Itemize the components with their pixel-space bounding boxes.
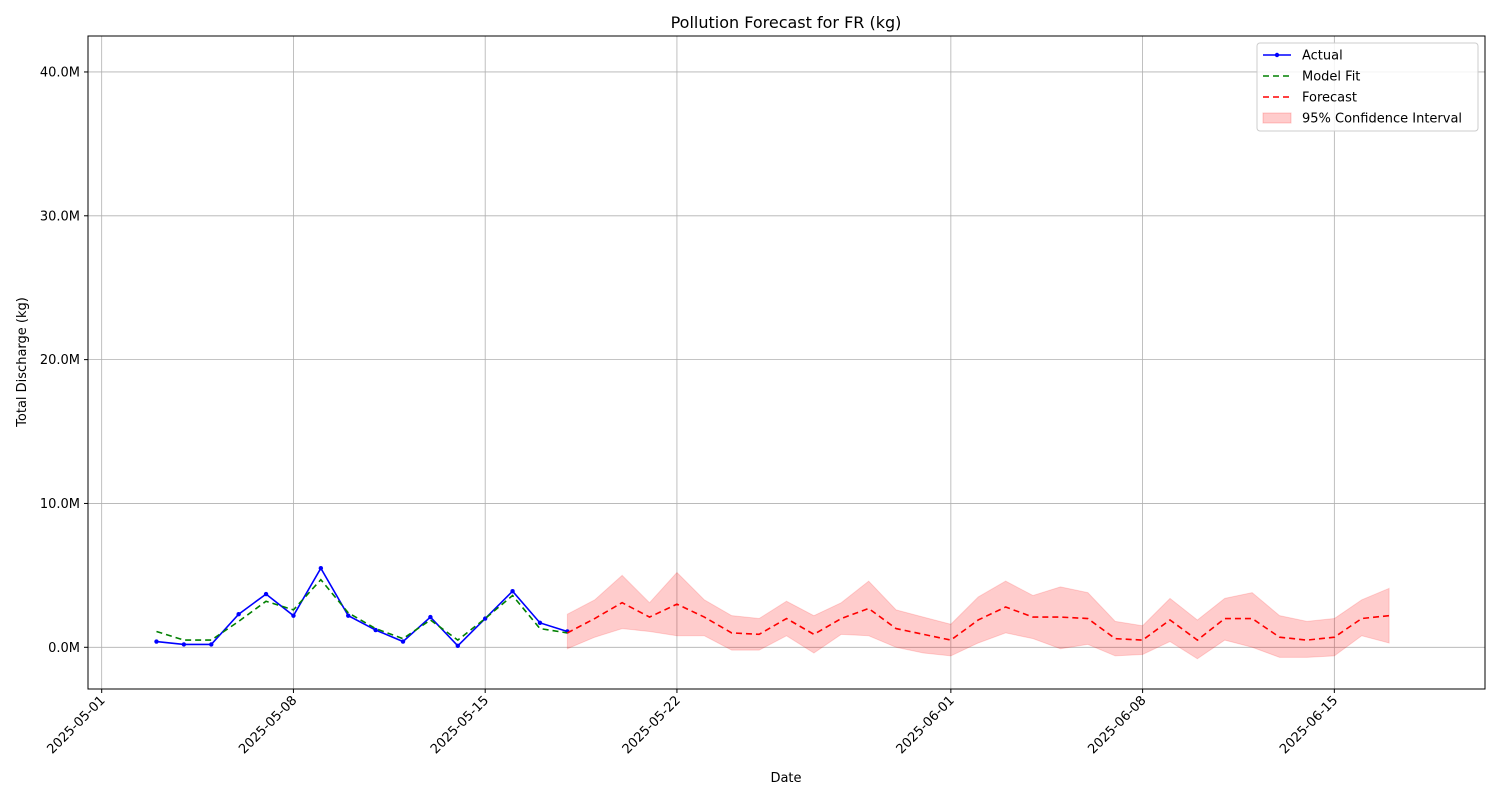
forecast-line bbox=[566, 601, 1390, 642]
y-tick-label: 30.0M bbox=[40, 209, 80, 224]
actual-point bbox=[455, 643, 460, 649]
confidence-interval-band bbox=[566, 571, 1390, 660]
model-fit-line bbox=[156, 578, 568, 642]
chart-title: Pollution Forecast for FR (kg) bbox=[671, 13, 902, 32]
actual-line bbox=[156, 566, 568, 647]
y-tick-label: 10.0M bbox=[40, 497, 80, 512]
legend-label-model-fit: Model Fit bbox=[1302, 70, 1360, 85]
legend-box bbox=[1256, 42, 1479, 132]
legend-swatch-95-confidence-interval bbox=[1262, 112, 1292, 124]
y-tick-label: 20.0M bbox=[40, 353, 80, 368]
actual-point bbox=[428, 614, 433, 620]
y-tick-label: 40.0M bbox=[40, 65, 80, 80]
actual-point bbox=[373, 627, 378, 633]
actual-point bbox=[181, 642, 187, 647]
series-layer bbox=[154, 565, 1390, 649]
actual-point bbox=[510, 588, 515, 594]
actual-point bbox=[236, 612, 241, 617]
legend-marker-actual bbox=[1274, 52, 1280, 58]
y-axis-label: Total Discharge (kg) bbox=[15, 297, 30, 428]
legend-label-forecast: Forecast bbox=[1302, 91, 1357, 106]
legend-label-95-confidence-interval: 95% Confidence Interval bbox=[1302, 112, 1462, 127]
actual-point bbox=[263, 591, 269, 597]
plot-frame bbox=[87, 35, 1486, 690]
actual-point bbox=[154, 639, 159, 644]
actual-point bbox=[291, 613, 296, 618]
confidence-band-layer bbox=[566, 571, 1390, 660]
actual-point bbox=[346, 613, 351, 618]
actual-point bbox=[400, 639, 406, 644]
legend: Actual Model Fit Forecast 95% Confidence In… bbox=[1256, 42, 1479, 132]
actual-point bbox=[537, 620, 543, 626]
y-tick-label: 0.0M bbox=[48, 641, 80, 656]
actual-point bbox=[209, 642, 214, 647]
actual-point bbox=[318, 565, 324, 571]
legend-label-actual: Actual bbox=[1302, 49, 1343, 64]
x-axis-label: Date bbox=[770, 771, 801, 786]
grid bbox=[88, 36, 1485, 689]
